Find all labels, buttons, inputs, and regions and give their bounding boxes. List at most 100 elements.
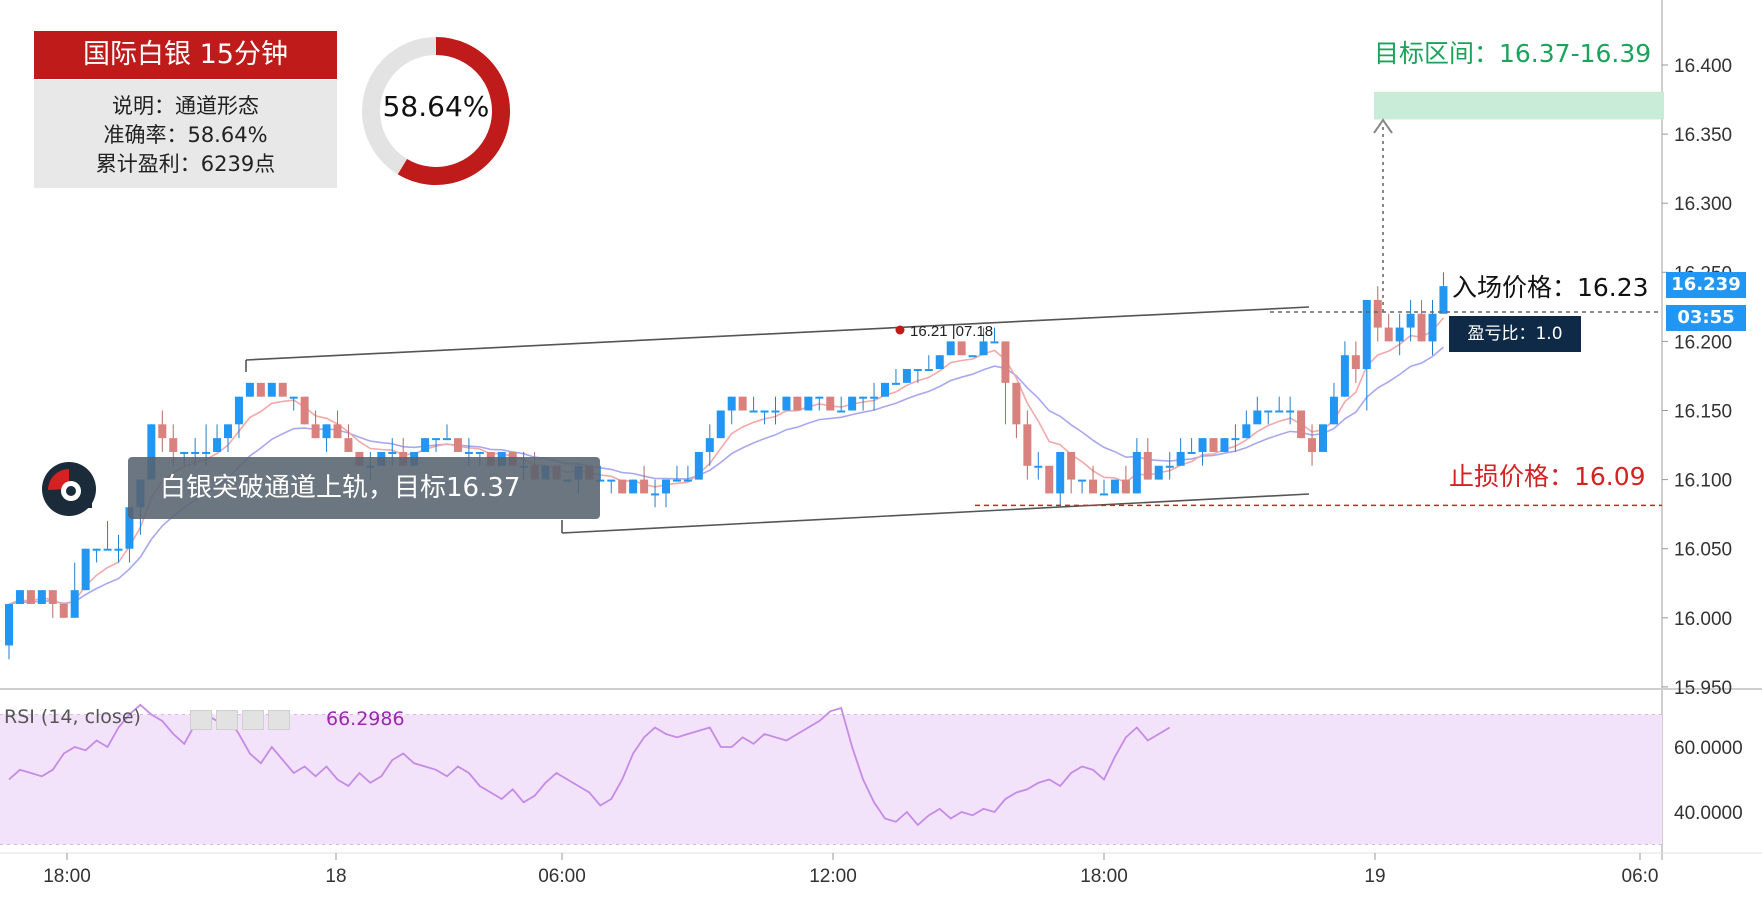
- fast-ma-line: [8, 317, 1445, 606]
- pattern-description: 说明：通道形态: [112, 94, 259, 118]
- candle-body: [125, 507, 134, 549]
- candle-body: [968, 355, 977, 358]
- accuracy-text: 准确率：58.64%: [103, 123, 268, 147]
- target-range-label: 目标区间：16.37-16.39: [1374, 39, 1652, 68]
- candle-body: [245, 382, 254, 397]
- candle-body: [256, 382, 265, 397]
- candle-body: [453, 438, 462, 452]
- candle-body: [1297, 410, 1306, 439]
- candle-body: [443, 438, 451, 441]
- candle-body: [1176, 451, 1185, 466]
- candle-body: [92, 548, 101, 551]
- risk-reward-badge: 盈亏比：1.0: [1449, 316, 1581, 352]
- candle-body: [1373, 299, 1382, 328]
- candle-body: [804, 396, 813, 411]
- price-tick-label: 15.950: [1674, 678, 1732, 699]
- candle-body: [694, 451, 703, 480]
- candle-body: [607, 479, 616, 482]
- candle-body: [344, 438, 353, 452]
- candle-body: [640, 479, 649, 494]
- candle-body: [26, 590, 35, 604]
- rsi-visibility-button[interactable]: [190, 710, 212, 730]
- candle-body: [1395, 327, 1404, 342]
- rsi-close-button[interactable]: [268, 710, 290, 730]
- candle-body: [267, 382, 276, 397]
- candle-body: [1001, 341, 1010, 383]
- candle-body: [1417, 313, 1426, 342]
- candle-body: [837, 410, 846, 413]
- candle-body: [213, 438, 222, 452]
- candle-body: [158, 424, 167, 439]
- candle-body: [902, 369, 911, 383]
- candle-body: [935, 355, 944, 370]
- candle-body: [169, 438, 178, 452]
- candle-body: [1023, 424, 1032, 466]
- price-tick-label: 16.400: [1674, 56, 1732, 77]
- stop-loss-label: 止损价格：16.09: [1449, 462, 1646, 491]
- candle-body: [1340, 355, 1349, 397]
- candle-body: [475, 451, 484, 454]
- candle-body: [81, 548, 90, 591]
- time-tick-label: 18: [325, 866, 346, 887]
- candle-body: [289, 396, 298, 399]
- candle-body: [705, 438, 714, 452]
- rsi-value: 66.2986: [326, 708, 405, 730]
- candle-body: [70, 590, 79, 618]
- gauge-arc: [397, 37, 510, 185]
- candle-body: [1045, 465, 1054, 494]
- candle-body: [1253, 410, 1262, 425]
- candle-body: [1012, 382, 1021, 425]
- candle-body: [913, 369, 922, 372]
- candle-body: [946, 341, 955, 356]
- candle-body: [1275, 410, 1284, 413]
- time-tick-label: 18:00: [43, 866, 91, 887]
- candle-body: [716, 410, 725, 439]
- signal-banner: 白银突破通道上轨，目标16.37: [128, 457, 600, 519]
- candle-body: [1067, 451, 1076, 480]
- candle-body: [311, 424, 320, 439]
- candle-body: [15, 590, 24, 604]
- candle-body: [464, 451, 473, 454]
- gauge-percent: 58.64%: [382, 90, 490, 123]
- rsi-band: [0, 714, 1662, 845]
- candle-body: [672, 479, 681, 482]
- candle-body: [300, 396, 309, 425]
- entry-price-label: 入场价格：16.23: [1452, 273, 1649, 302]
- candle-body: [662, 479, 670, 494]
- countdown-tag: 03:55: [1666, 305, 1746, 331]
- candle-body: [1286, 410, 1295, 413]
- candle-body: [1329, 396, 1338, 425]
- candle-body: [5, 603, 13, 646]
- candle-body: [1056, 451, 1065, 494]
- last-price-tag: 16.239: [1666, 272, 1746, 298]
- rsi-tick-label: 60.0000: [1674, 738, 1743, 759]
- candle-body: [1406, 313, 1415, 328]
- candle-body: [333, 424, 342, 439]
- candle-body: [191, 451, 200, 454]
- candle-body: [278, 382, 287, 397]
- candle-body: [957, 341, 966, 356]
- candle-body: [815, 396, 824, 399]
- candle-body: [1100, 493, 1108, 496]
- candle-body: [870, 396, 879, 399]
- candle-body: [1308, 438, 1317, 452]
- price-tick-label: 16.000: [1674, 609, 1732, 630]
- candle-body: [990, 341, 999, 344]
- candle-body: [618, 479, 627, 494]
- candle-body: [421, 438, 430, 452]
- candle-body: [1351, 355, 1360, 370]
- instrument-title: 国际白银 15分钟: [34, 31, 337, 79]
- candle-body: [979, 341, 988, 356]
- candle-body: [202, 451, 211, 454]
- candle-body: [224, 424, 232, 439]
- rsi-tick-label: 40.0000: [1674, 803, 1743, 824]
- rsi-more-button[interactable]: [242, 710, 264, 730]
- candle-body: [1242, 424, 1251, 439]
- target-zone: [1374, 91, 1664, 120]
- candle-body: [388, 451, 397, 454]
- rsi-settings-button[interactable]: [216, 710, 238, 730]
- channel-lower-line: [561, 493, 1310, 534]
- candle-body: [1264, 410, 1273, 413]
- time-tick-label: 06:0: [1622, 866, 1659, 887]
- candle-body: [1089, 479, 1098, 494]
